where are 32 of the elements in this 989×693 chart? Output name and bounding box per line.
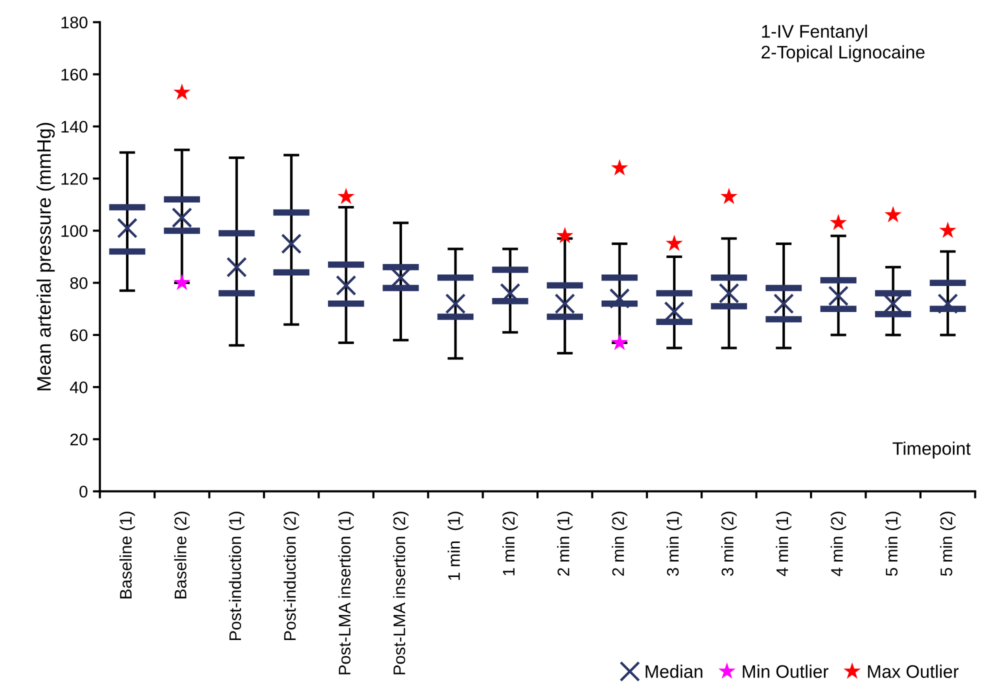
y-tick-label: 60 <box>70 329 88 342</box>
x-tick-label: Post-LMA insertion (2) <box>392 512 409 674</box>
y-tick-label: 180 <box>62 16 88 28</box>
y-tick-label: 20 <box>70 434 88 446</box>
y-tick-label: 40 <box>70 381 88 394</box>
x-tick-label: Post-LMA insertion (1) <box>338 512 354 674</box>
x-tick-label: Post-induction (1) <box>228 512 244 640</box>
y-tick-label: 80 <box>70 277 88 290</box>
legend-label: Max Outlier <box>868 664 959 678</box>
x-tick-label: 5 min (1) <box>885 512 901 576</box>
annotation: 1-IV Fentanyl 2-Topical Lignocaine <box>762 24 925 62</box>
y-axis-title: Mean arterial pressure (mmHg) <box>36 122 55 390</box>
x-tick-label: Baseline (2) <box>174 512 190 598</box>
x-axis-title: Timepoint <box>892 442 971 458</box>
x-tick-label: 1 min (2) <box>502 512 518 576</box>
y-tick-label: 0 <box>79 486 88 498</box>
y-tick-label: 160 <box>62 68 88 81</box>
x-tick-label: 4 min (2) <box>830 512 846 576</box>
y-tick-label: 120 <box>62 172 88 185</box>
x-tick-label: 2 min (2) <box>612 512 628 576</box>
x-tick-label: Post-induction (2) <box>284 512 300 640</box>
legend-label: Median <box>646 664 702 678</box>
x-tick-label: 4 min (1) <box>776 512 792 576</box>
x-tick-label: 3 min (2) <box>721 512 737 576</box>
legend-label: Min Outlier <box>742 664 828 678</box>
x-tick-label: 1 min (1) <box>448 512 464 580</box>
x-tick-label: 3 min (1) <box>666 512 682 576</box>
y-tick-label: 140 <box>62 120 88 133</box>
x-tick-label: Baseline (1) <box>119 512 135 598</box>
x-tick-label: 5 min (2) <box>940 512 956 576</box>
y-tick-label: 100 <box>62 225 88 237</box>
x-tick-label: 2 min (1) <box>557 512 573 576</box>
